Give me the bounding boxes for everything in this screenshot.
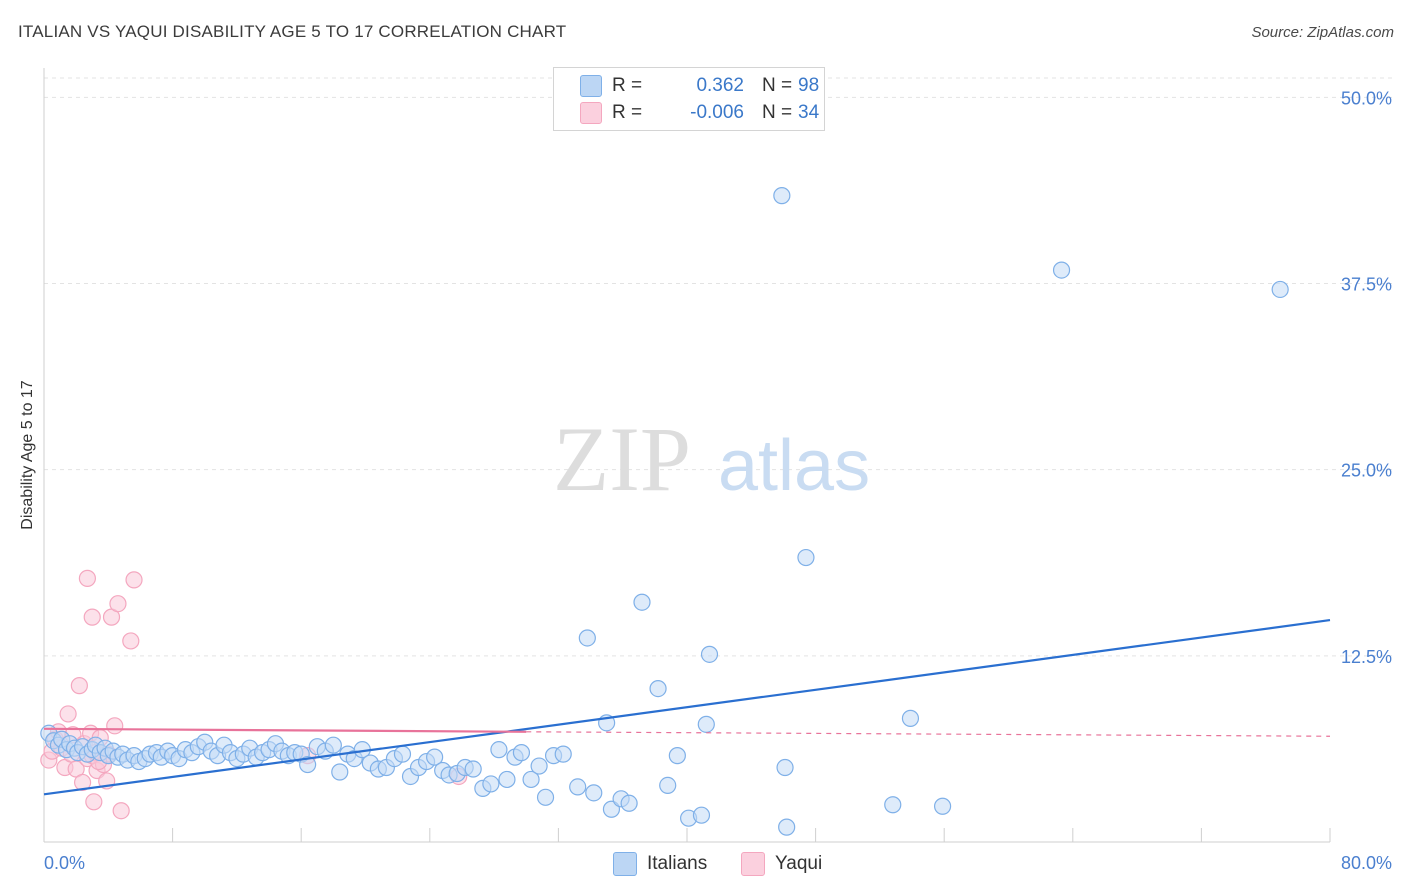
trend-line-yaqui: [43, 727, 527, 733]
legend-swatch-italians: [580, 75, 602, 97]
data-point-italians: [536, 788, 555, 806]
trend-line-italians: [43, 619, 1331, 796]
data-point-yaqui: [112, 802, 130, 820]
data-point-italians: [700, 645, 719, 663]
series-italians: [40, 187, 1289, 836]
data-point-italians: [464, 760, 482, 778]
data-point-yaqui: [70, 677, 88, 695]
data-point-italians: [1271, 280, 1289, 299]
data-point-italians: [498, 770, 516, 789]
data-point-yaqui: [73, 773, 92, 792]
data-point-italians: [884, 796, 902, 814]
data-point-yaqui: [85, 793, 103, 811]
legend-n-value: 34: [798, 102, 820, 123]
correlation-legend: R = 0.362 N = 98 R = -0.006 N = 34: [553, 67, 825, 131]
data-point-italians: [512, 744, 531, 762]
x-tick-label: 0.0%: [44, 853, 85, 873]
trend-lines: [43, 619, 1331, 796]
y-tick-label: 12.5%: [1341, 647, 1392, 667]
legend-item-yaqui[interactable]: Yaqui: [741, 851, 822, 877]
watermark-zip: ZIP: [553, 408, 691, 510]
y-tick-label: 37.5%: [1341, 275, 1392, 295]
data-point-yaqui: [109, 595, 127, 613]
data-point-italians: [554, 745, 572, 763]
trend-line-yaqui-extension: [526, 731, 1331, 737]
legend-n-value: 98: [798, 75, 820, 96]
data-point-italians: [668, 747, 686, 765]
data-point-italians: [1052, 261, 1071, 279]
data-point-italians: [773, 187, 791, 205]
legend-item-italians[interactable]: Italians: [613, 851, 707, 877]
legend-label-italians: Italians: [647, 853, 708, 874]
data-point-italians: [697, 715, 715, 733]
data-point-italians: [578, 629, 596, 647]
legend-label-yaqui: Yaqui: [775, 853, 823, 874]
data-point-italians: [776, 758, 794, 777]
watermark: ZIP atlas: [553, 408, 870, 510]
x-tick-labels: 0.0% 80.0%: [44, 853, 1392, 873]
data-point-italians: [490, 741, 508, 759]
data-point-italians: [778, 818, 796, 836]
data-point-italians: [933, 797, 952, 815]
data-point-italians: [692, 806, 711, 824]
source-credit: Source: ZipAtlas.com: [1251, 24, 1394, 41]
legend-n-label: N =: [762, 102, 793, 123]
legend-swatch-italians: [613, 852, 637, 876]
data-point-yaqui: [78, 569, 97, 587]
legend-swatch-yaqui: [580, 102, 602, 124]
data-point-yaqui: [125, 571, 143, 589]
data-point-italians: [324, 736, 342, 754]
legend-r-value: -0.006: [690, 102, 744, 123]
legend-r-label: R =: [612, 102, 643, 123]
data-point-italians: [585, 784, 603, 802]
legend-swatch-yaqui: [741, 852, 765, 876]
y-tick-labels: 12.5% 25.0% 37.5% 50.0%: [1341, 88, 1392, 666]
data-point-italians: [299, 755, 317, 774]
data-point-yaqui: [122, 632, 140, 650]
data-point-yaqui: [106, 717, 124, 735]
legend-r-value: 0.362: [696, 75, 744, 96]
data-point-italians: [393, 745, 412, 763]
data-point-italians: [620, 794, 638, 812]
grid-lines: [44, 77, 1392, 657]
y-tick-label: 50.0%: [1341, 88, 1392, 108]
data-point-italians: [633, 593, 651, 611]
data-point-italians: [649, 679, 667, 698]
legend-r-label: R =: [612, 75, 643, 96]
data-point-yaqui: [59, 705, 77, 723]
chart-title: ITALIAN VS YAQUI DISABILITY AGE 5 TO 17 …: [18, 22, 567, 41]
legend-n-label: N =: [762, 75, 793, 96]
watermark-atlas: atlas: [718, 426, 870, 506]
data-point-italians: [659, 776, 677, 795]
y-tick-label: 25.0%: [1341, 461, 1392, 481]
data-point-italians: [482, 775, 500, 793]
data-point-italians: [797, 548, 815, 567]
data-point-italians: [522, 770, 540, 789]
data-point-yaqui: [83, 608, 101, 626]
axes: [43, 68, 1331, 843]
data-point-italians: [426, 748, 444, 766]
series-yaqui: [40, 569, 468, 820]
data-point-italians: [331, 763, 349, 781]
x-tick-label: 80.0%: [1341, 853, 1392, 873]
data-point-italians: [569, 778, 587, 796]
data-point-italians: [530, 757, 548, 775]
data-point-italians: [901, 709, 920, 727]
